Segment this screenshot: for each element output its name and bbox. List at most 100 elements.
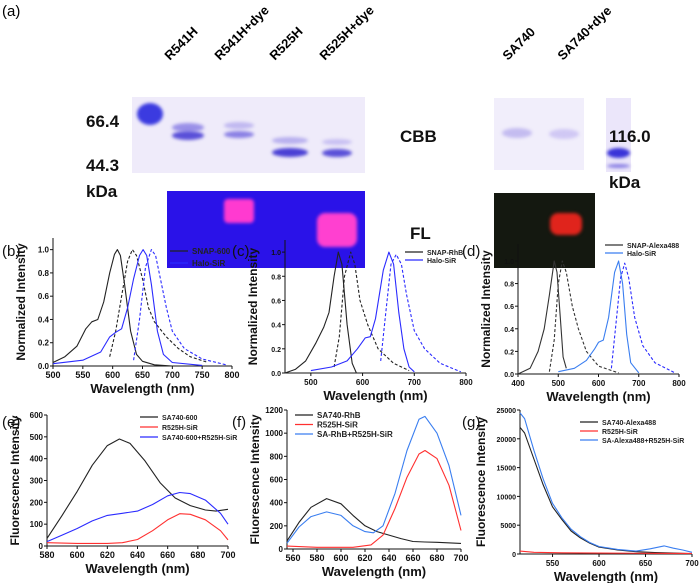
x-tick-label: 620 [100, 550, 115, 560]
x-tick-label: 580 [39, 550, 54, 560]
y-tick-label: 0.2 [504, 349, 514, 356]
x-tick-label: 750 [195, 370, 210, 380]
x-tick-label: 800 [224, 370, 239, 380]
y-tick-label: 0.0 [271, 371, 281, 378]
y-tick-label: 200 [270, 522, 284, 531]
x-tick-label: 700 [165, 370, 180, 380]
x-axis-label: Wavelength (nm) [554, 569, 658, 583]
y-tick-label: 25000 [497, 408, 517, 415]
x-tick-label: 700 [408, 378, 422, 387]
y-axis-label: Normalized Intensity [246, 247, 260, 365]
panel-label-a: (a) [2, 3, 21, 20]
legend-entry: SA740-600 [162, 415, 198, 422]
legend-entry: SA740-Alexa488 [602, 420, 656, 427]
legend-entry: Halo-SiR [192, 259, 226, 268]
panel-label: (f) [232, 414, 246, 431]
marker-116: 116.0 [609, 127, 651, 146]
x-axis-label: Wavelength (nm) [546, 389, 650, 404]
marker-44-3: 44.3 [86, 156, 120, 175]
y-tick-label: 0.4 [504, 327, 514, 334]
y-tick-label: 400 [270, 499, 284, 508]
series-line [46, 491, 229, 543]
x-tick-label: 640 [130, 550, 145, 560]
x-tick-label: 650 [639, 559, 653, 568]
y-axis-label: Fluorescence Intensity [248, 414, 262, 544]
y-tick-label: 0 [39, 542, 44, 551]
legend-entry: SNAP-RhB [427, 250, 463, 257]
x-tick-label: 600 [592, 559, 606, 568]
series-line [133, 249, 227, 366]
y-tick-label: 1.0 [271, 250, 281, 257]
cbb-gel-left [132, 97, 365, 173]
y-tick-label: 600 [270, 476, 284, 485]
x-tick-label: 800 [672, 379, 686, 388]
x-tick-label: 580 [309, 553, 324, 563]
x-tick-label: 600 [356, 378, 370, 387]
legend-entry: SA740-RhB [317, 411, 361, 420]
series-line [548, 260, 619, 374]
cbb-label: CBB [400, 127, 437, 146]
x-tick-label: 600 [70, 550, 85, 560]
panel-label: (b) [2, 243, 20, 260]
series-line [109, 249, 209, 364]
x-tick-label: 700 [632, 379, 646, 388]
y-tick-label: 200 [30, 498, 44, 507]
y-tick-label: 300 [30, 477, 44, 486]
x-axis-label: Wavelength (nm) [323, 388, 427, 403]
legend-entry: R525H-SiR [162, 425, 198, 432]
x-tick-label: 500 [45, 370, 60, 380]
panel-label: (c) [232, 243, 250, 260]
y-tick-label: 800 [270, 452, 284, 461]
x-tick-label: 550 [75, 370, 90, 380]
legend-entry: R525H-SiR [602, 429, 638, 436]
x-tick-label: 500 [552, 379, 566, 388]
y-tick-label: 10000 [497, 494, 517, 501]
x-tick-label: 700 [685, 559, 699, 568]
y-tick-label: 0.4 [271, 323, 281, 330]
x-tick-label: 700 [220, 550, 235, 560]
y-tick-label: 600 [30, 411, 44, 420]
y-tick-label: 0 [279, 545, 284, 554]
legend-entry: SNAP-600 [192, 247, 231, 256]
x-tick-label: 600 [333, 553, 348, 563]
legend-entry: SA740-600+R525H-SiR [162, 435, 237, 442]
legend-entry: SA-Alexa488+R525H-SiR [602, 438, 684, 445]
panel-label: (d) [462, 243, 480, 260]
series-line [286, 449, 462, 548]
y-tick-label: 0.8 [504, 282, 514, 289]
series-line [286, 498, 462, 544]
y-tick-label: 400 [30, 455, 44, 464]
y-axis-label: Fluorescence Intensity [474, 417, 488, 547]
x-tick-label: 500 [304, 378, 318, 387]
y-tick-label: 0.6 [504, 304, 514, 311]
x-tick-label: 800 [459, 378, 473, 387]
x-tick-label: 400 [511, 379, 525, 388]
cbb-gel-right [494, 98, 584, 170]
y-tick-label: 0.2 [38, 339, 50, 348]
y-tick-label: 500 [30, 433, 44, 442]
series-line [286, 415, 462, 544]
series-line [46, 438, 229, 539]
y-tick-label: 1000 [265, 429, 283, 438]
series-line [52, 249, 173, 367]
y-tick-label: 1.0 [38, 246, 50, 255]
series-line [310, 251, 415, 373]
marker-lane [606, 98, 631, 172]
fl-label: FL [410, 224, 431, 243]
y-tick-label: 0.8 [38, 269, 50, 278]
y-tick-label: 0.0 [504, 372, 514, 379]
y-tick-label: 100 [30, 520, 44, 529]
series-line [380, 253, 462, 373]
x-tick-label: 650 [135, 370, 150, 380]
y-axis-label: Fluorescence Intensity [8, 415, 22, 545]
legend-entry: SA-RhB+R525H-SiR [317, 430, 393, 439]
series-line [519, 550, 693, 554]
series-line [333, 251, 410, 372]
series-line [46, 513, 229, 544]
panel-label: (g) [462, 414, 480, 431]
x-tick-label: 660 [405, 553, 420, 563]
panel-label: (e) [2, 414, 20, 431]
y-axis-label: Normalized Intensity [479, 250, 493, 368]
x-tick-label: 600 [592, 379, 606, 388]
